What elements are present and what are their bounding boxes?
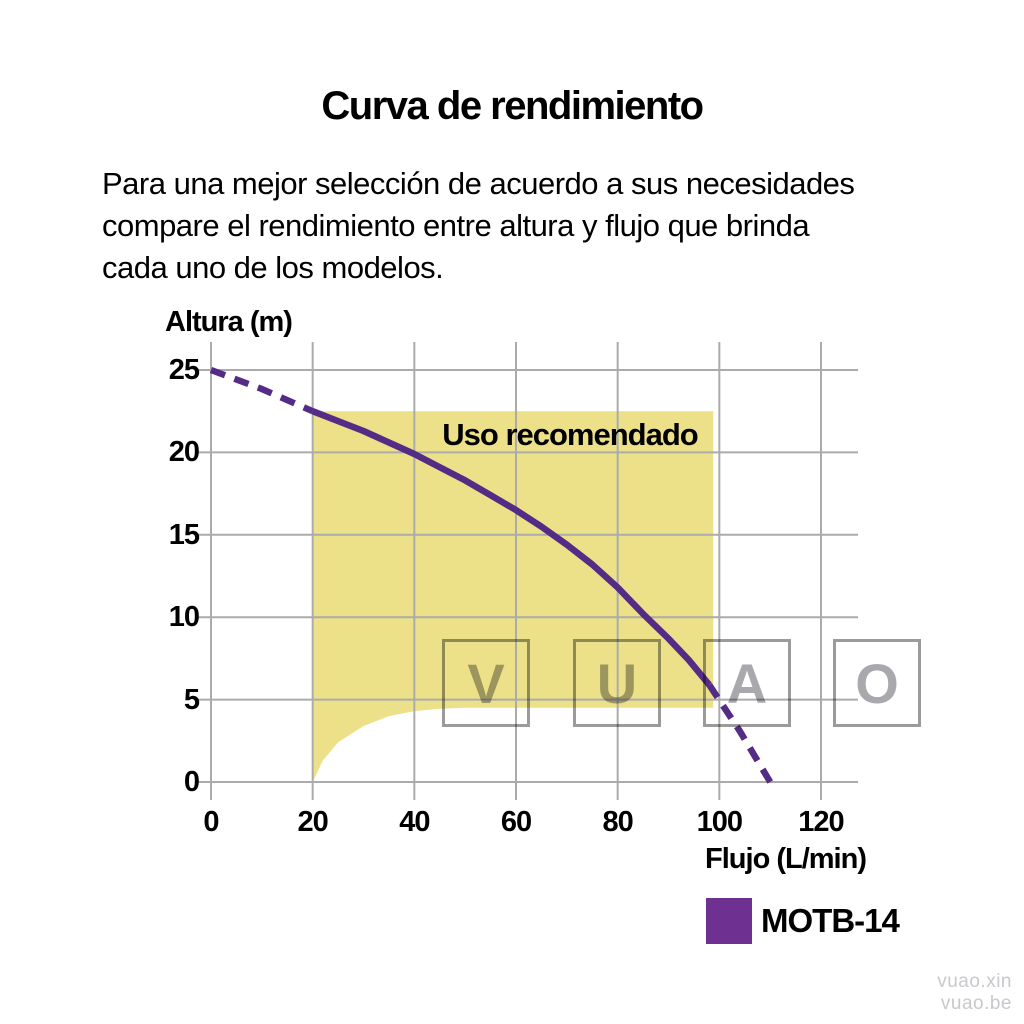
x-axis-title: Flujo (L/min) (705, 843, 867, 875)
watermark-letter-box: A (703, 639, 791, 727)
x-tick-label: 80 (602, 806, 634, 838)
recommended-use-region (312, 411, 714, 782)
y-tick-label: 10 (168, 601, 200, 634)
legend-label: MOTB-14 (761, 902, 900, 939)
legend-color-swatch (706, 898, 752, 944)
description-line-2: compare el rendimiento entre altura y fl… (102, 208, 810, 243)
watermark-site-line-1: vuao.xin (937, 971, 1012, 992)
watermark-site-text: vuao.xin vuao.be (937, 971, 1012, 1015)
watermark-letter-box: V (442, 639, 530, 727)
legend: MOTB-14 (706, 898, 900, 944)
description: Para una mejor selección de acuerdo a su… (102, 163, 962, 289)
watermark-letter-box: O (833, 639, 921, 727)
x-tick-label: 40 (399, 806, 430, 838)
y-tick-label: 25 (168, 354, 200, 386)
recommended-use-label: Uso recomendado (442, 417, 698, 452)
x-tick-label: 60 (500, 806, 532, 838)
curve-dashed-tail (706, 683, 773, 784)
description-line-1: Para una mejor selección de acuerdo a su… (102, 166, 855, 201)
y-tick-label: 15 (168, 518, 200, 551)
x-tick-label: 100 (696, 806, 743, 838)
y-tick-label: 5 (183, 683, 200, 716)
curve-dashed-head (209, 366, 314, 415)
y-tick-label: 0 (183, 766, 200, 798)
y-tick-label: 20 (168, 436, 200, 469)
x-tick-label: 120 (798, 806, 844, 838)
watermark-site-line-2: vuao.be (940, 993, 1012, 1014)
curve-solid (311, 408, 712, 687)
x-tick-label: 0 (203, 806, 219, 838)
page-title: Curva de rendimiento (321, 84, 704, 128)
watermark-letter-box: U (573, 639, 661, 727)
x-tick-label: 20 (297, 806, 329, 838)
y-axis-title: Altura (m) (165, 306, 293, 338)
description-line-3: cada uno de los modelos. (102, 250, 444, 285)
